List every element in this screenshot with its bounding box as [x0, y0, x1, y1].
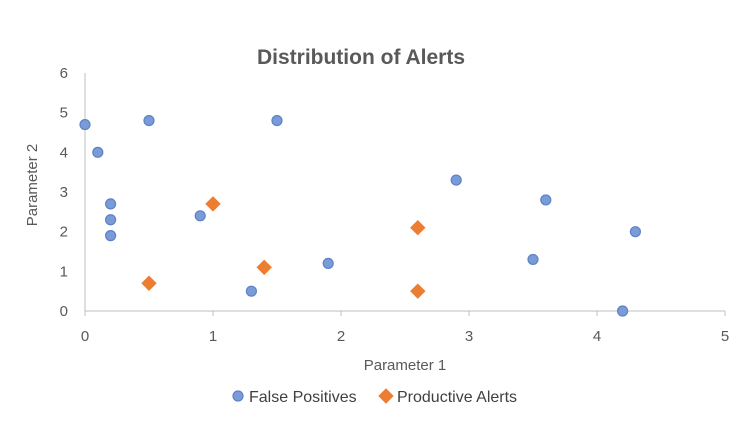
legend-item: Productive Alerts — [378, 388, 517, 406]
false-positive-point — [194, 210, 206, 222]
false-positive-point — [104, 198, 117, 210]
false-positive-point — [527, 253, 539, 266]
x-axis-label: Parameter 1 — [364, 357, 447, 374]
legend-diamond-marker — [378, 388, 394, 404]
y-tick-label: 2 — [60, 224, 68, 241]
legend-item: False Positives — [232, 389, 357, 406]
productive-alert-point — [256, 259, 272, 276]
legend-circle-marker — [232, 390, 244, 402]
productive-alert-point — [141, 275, 157, 291]
productive-alert-point — [410, 283, 426, 299]
legend: False Positives Productive Alerts — [232, 388, 517, 406]
productive-alert-point — [205, 196, 221, 212]
x-tick-label: 0 — [81, 328, 89, 345]
false-positive-point — [450, 174, 462, 186]
y-tick-label: 3 — [60, 184, 68, 201]
false-positive-point — [271, 114, 283, 127]
axes — [84, 73, 725, 312]
legend-label: False Positives — [249, 389, 357, 406]
false-positive-point — [245, 285, 257, 297]
x-tick-label: 2 — [337, 328, 345, 345]
y-tick-label: 6 — [60, 65, 68, 82]
x-tick-label: 3 — [465, 328, 473, 345]
false-positive-point — [79, 118, 91, 131]
series-productive-alerts — [141, 196, 426, 299]
productive-alert-point — [410, 219, 426, 236]
false-positive-point — [629, 226, 642, 238]
false-positive-point — [616, 305, 629, 317]
legend-label: Productive Alerts — [397, 389, 517, 406]
y-tick-label: 4 — [60, 144, 68, 161]
chart-title: Distribution of Alerts — [257, 46, 465, 69]
y-axis-label: Parameter 2 — [24, 144, 41, 227]
y-tick-label: 5 — [60, 105, 68, 122]
y-tick-label: 1 — [60, 263, 68, 280]
x-tick-labels: 0 1 2 3 4 5 — [81, 311, 729, 345]
x-tick-label: 4 — [593, 328, 601, 345]
false-positive-point — [322, 257, 334, 269]
series-false-positives — [79, 114, 642, 317]
x-tick-label: 1 — [209, 328, 217, 345]
false-positive-point — [92, 146, 104, 158]
y-tick-label: 0 — [60, 303, 68, 320]
y-tick-labels: 0 1 2 3 4 5 6 — [60, 65, 68, 320]
false-positive-point — [540, 194, 552, 206]
false-positive-point — [104, 214, 117, 226]
false-positive-point — [143, 114, 155, 127]
x-tick-label: 5 — [721, 328, 729, 345]
false-positive-point — [104, 230, 117, 242]
data-points — [79, 114, 642, 317]
